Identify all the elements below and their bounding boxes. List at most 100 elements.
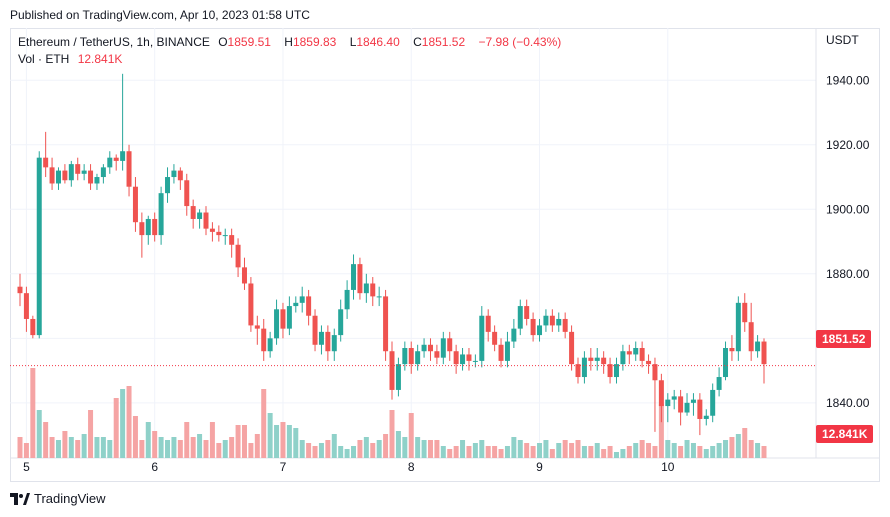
legend-symbol[interactable]: Ethereum / TetherUS, 1h, BINANCE [18, 35, 210, 49]
candle-body [17, 286, 23, 294]
candle-body [331, 335, 337, 352]
chart-frame[interactable] [10, 28, 880, 482]
volume-bar [440, 446, 446, 458]
volume-bar [562, 440, 568, 458]
candle-body [184, 180, 190, 207]
legend-vol-label[interactable]: Vol · ETH [18, 52, 70, 66]
candle-body [735, 302, 741, 352]
candle-body [690, 399, 696, 403]
volume-bar [524, 443, 530, 458]
candle-body [286, 306, 292, 329]
x-tick-label: 5 [23, 460, 30, 474]
legend-low: 1846.40 [356, 35, 400, 49]
volume-bar [274, 425, 280, 458]
volume-bar [415, 437, 421, 458]
volume-bar [126, 386, 132, 458]
volume-bar [383, 434, 389, 458]
volume-bar [254, 434, 260, 458]
last-price-tag: 1851.52 [816, 330, 872, 348]
volume-bar [338, 446, 344, 458]
volume-bar [639, 440, 645, 458]
volume-bar [261, 389, 267, 458]
candle-body [254, 325, 260, 329]
candle-body [274, 309, 280, 339]
candle-body [49, 167, 55, 184]
candle-body [30, 318, 36, 336]
candle-body [524, 306, 530, 319]
candle-body [581, 357, 587, 378]
candle-body [492, 331, 498, 345]
candle-body [190, 206, 196, 219]
x-tick-label: 6 [151, 460, 158, 474]
volume-bar [755, 443, 761, 458]
volume-bar [472, 443, 478, 458]
candle-body [658, 380, 664, 407]
volume-bar [466, 446, 472, 458]
volume-bar [665, 440, 671, 458]
volume-bar [113, 398, 119, 458]
candle-body [68, 164, 74, 181]
volume-bar [184, 422, 190, 458]
candle-body [248, 283, 254, 326]
volume-bar [389, 410, 395, 458]
candle-body [601, 357, 607, 365]
footer-brand[interactable]: TradingView [10, 491, 106, 506]
candle-body [75, 164, 81, 174]
candle-body [613, 364, 619, 378]
volume-bar [49, 437, 55, 458]
candle-body [370, 283, 376, 297]
volume-bar [68, 437, 74, 458]
volume-bar [357, 440, 363, 458]
volume-bar [293, 428, 299, 458]
volume-bar [703, 449, 709, 458]
candle-body [562, 318, 568, 332]
volume-bar [613, 452, 619, 458]
candle-body [402, 348, 408, 365]
legend-change: −7.98 (−0.43%) [478, 35, 562, 49]
legend-vol-value: 12.841K [77, 52, 123, 66]
candle-body [723, 348, 729, 378]
candle-body [479, 315, 485, 361]
volume-bar [748, 440, 754, 458]
volume-bar [62, 431, 68, 458]
volume-bar [229, 437, 235, 458]
candle-body [171, 170, 177, 178]
candle-body [261, 328, 267, 352]
candle-body [594, 357, 600, 361]
volume-bar [537, 443, 543, 458]
volume-bar [55, 440, 61, 458]
volume-bar [280, 422, 286, 458]
volume-bar [556, 443, 562, 458]
volume-bar [241, 425, 247, 458]
volume-bar [684, 440, 690, 458]
candle-body [684, 402, 690, 413]
candle-body [716, 377, 722, 390]
volume-bar [434, 440, 440, 458]
legend-close-label: C [413, 35, 422, 49]
legend-volume: Vol · ETH 12.841K [18, 52, 127, 66]
candle-body [678, 396, 684, 413]
candle-body [216, 231, 222, 236]
candle-body [543, 315, 549, 326]
volume-bar [671, 443, 677, 458]
candle-body [132, 186, 138, 223]
volume-bar [729, 437, 735, 458]
volume-bar [17, 437, 23, 458]
candlestick-chart[interactable]: 1940.001920.001900.001880.001860.001840.… [10, 28, 880, 482]
candle-body [549, 315, 555, 326]
candle-body [293, 302, 299, 307]
candle-body [511, 328, 517, 342]
volume-bar [646, 443, 652, 458]
candle-body [357, 264, 363, 294]
candle-body [639, 348, 645, 361]
volume-bar [511, 437, 517, 458]
candle-body [415, 351, 421, 365]
volume-bar [402, 437, 408, 458]
candle-body [729, 348, 735, 352]
candle-body [177, 170, 183, 181]
volume-bar [177, 440, 183, 458]
candle-body [43, 157, 49, 168]
volume-bar [216, 443, 222, 458]
candle-body [453, 351, 459, 365]
volume-bar [107, 440, 113, 458]
